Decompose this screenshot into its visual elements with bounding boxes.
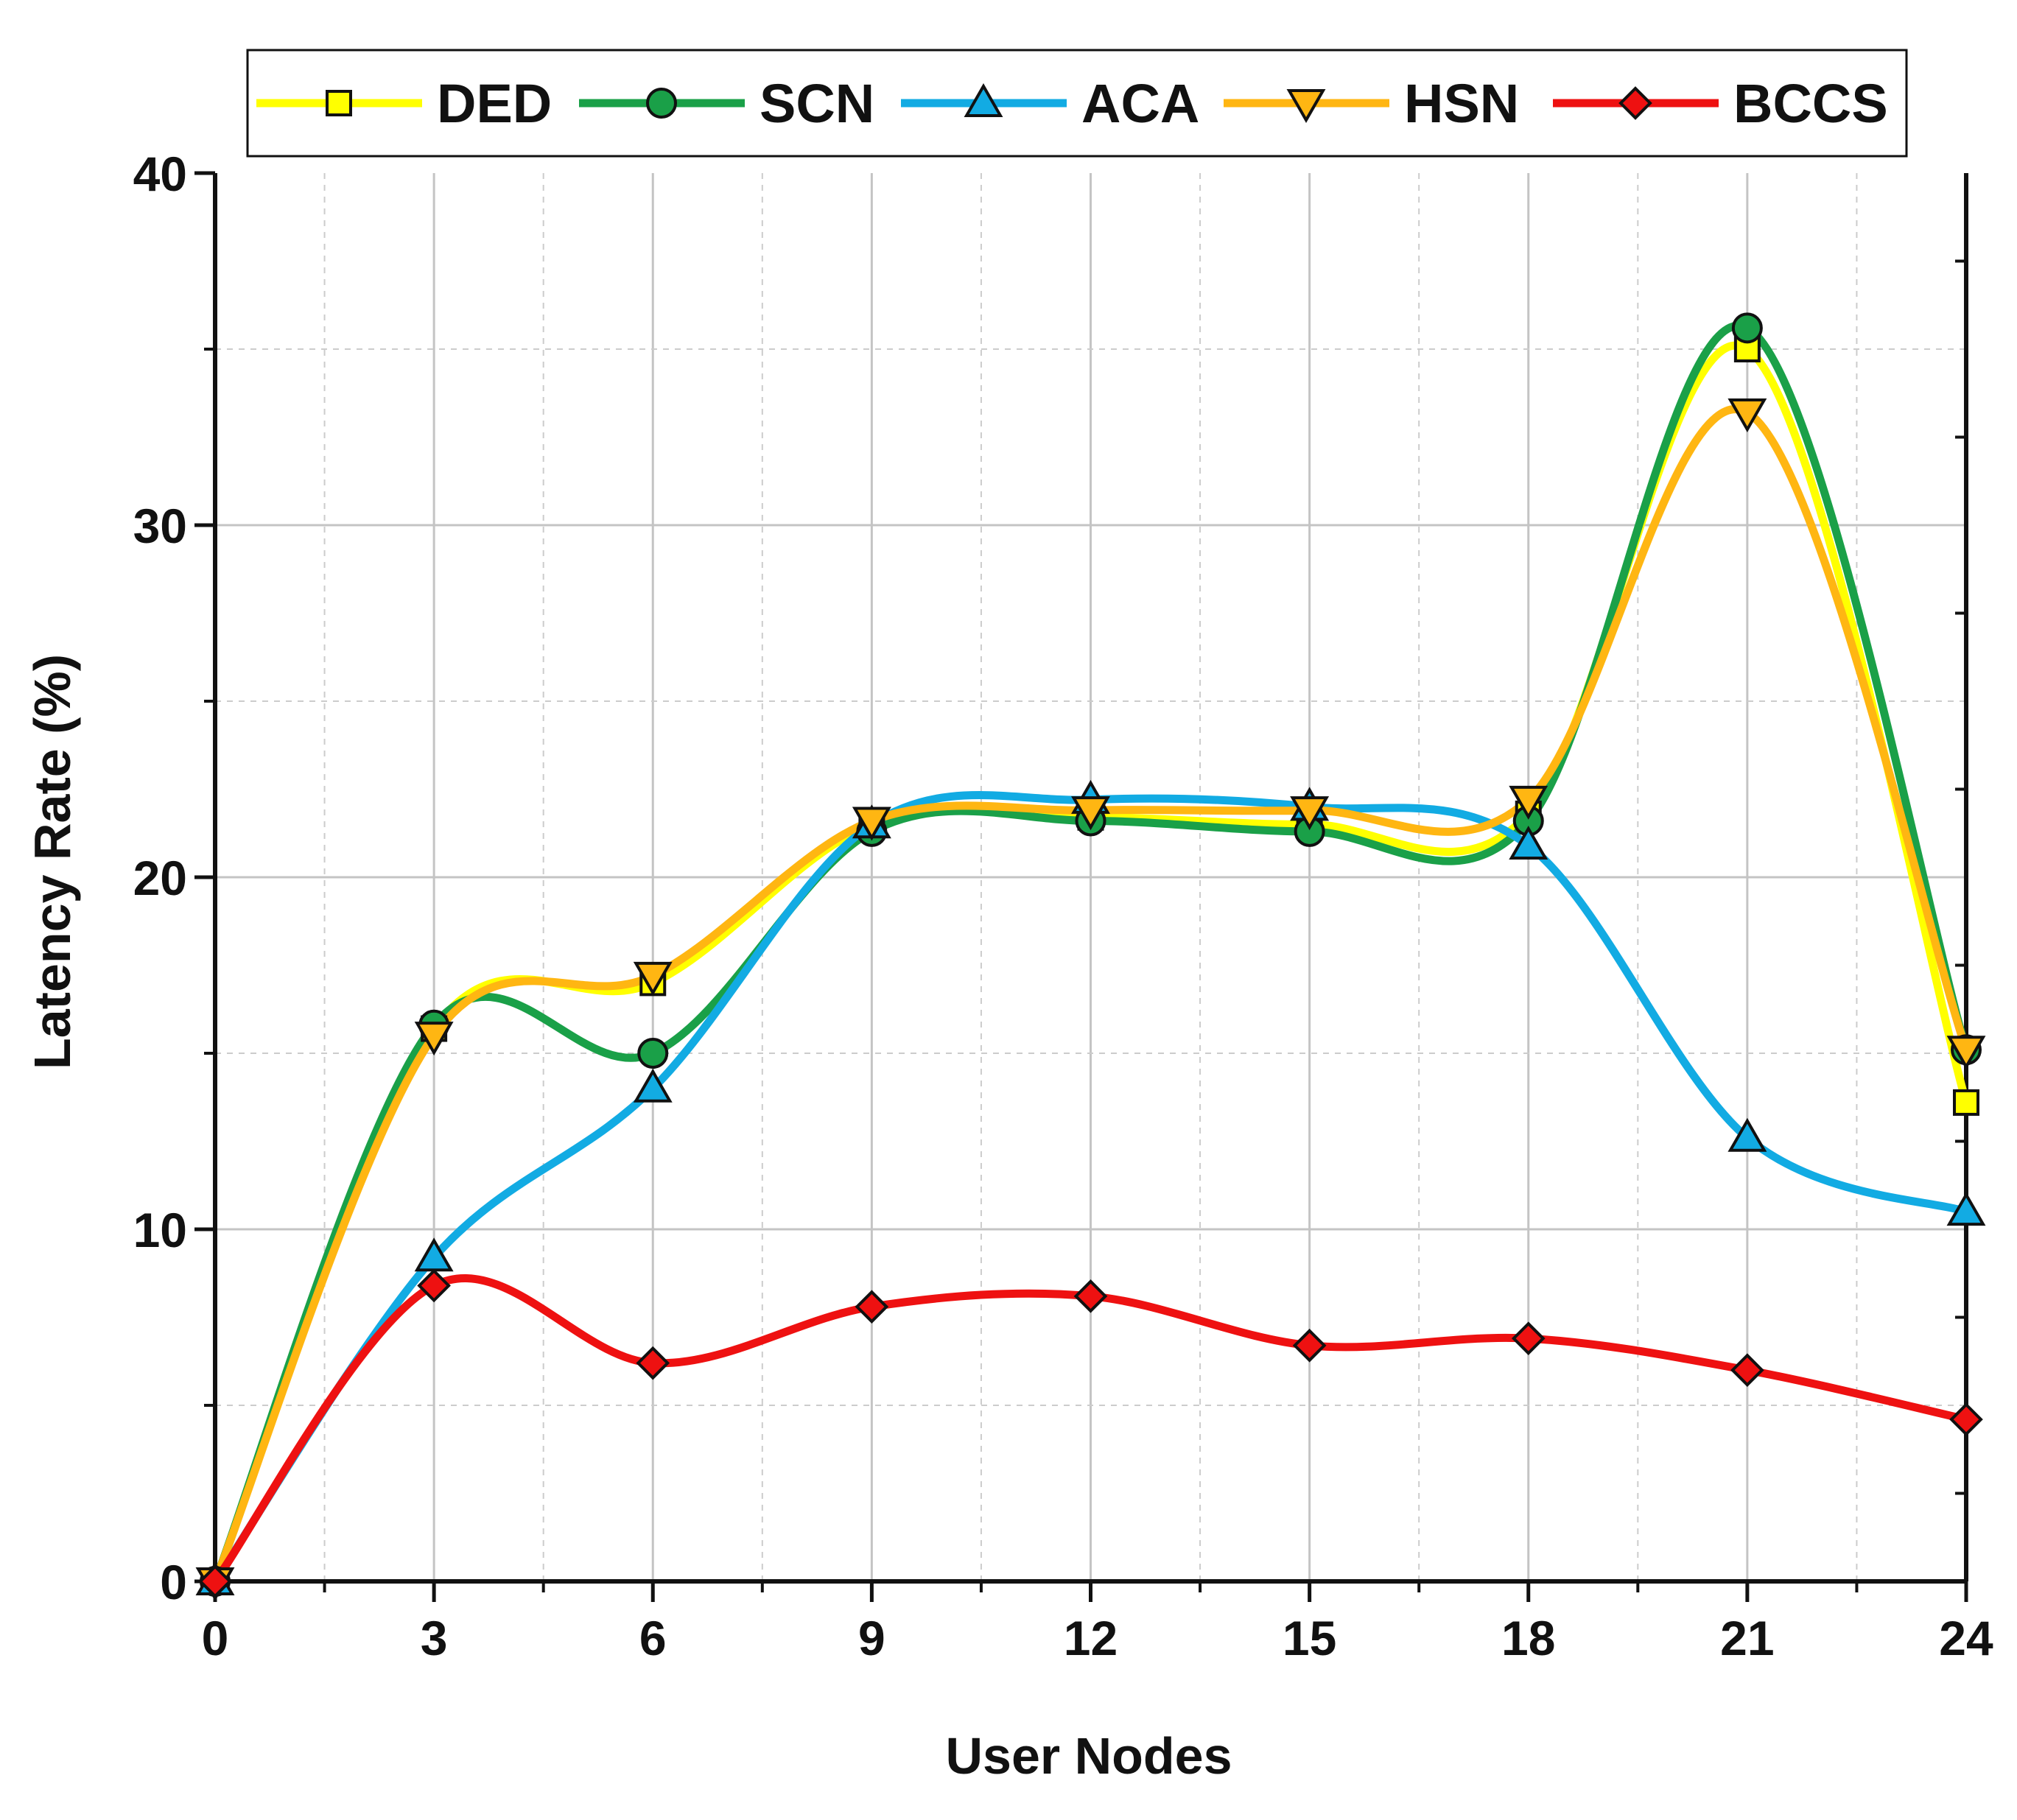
data-point-hsn — [414, 1022, 454, 1056]
data-point-aca — [633, 1068, 673, 1103]
markers-group — [195, 312, 1986, 1602]
x-tick-label: 0 — [202, 1611, 229, 1665]
x-tick-label: 24 — [1939, 1611, 1993, 1665]
series-line-aca — [211, 791, 1971, 1586]
y-tick-label: 30 — [133, 499, 187, 553]
x-axis-title: User Nodes — [945, 1727, 1232, 1785]
data-point-hsn — [1071, 796, 1110, 831]
legend-marker-ded — [326, 90, 352, 116]
y-tick-label: 40 — [133, 147, 187, 201]
data-point-aca — [1946, 1192, 1986, 1226]
legend-marker-bccs — [1618, 86, 1652, 120]
legend-label-bccs: BCCS — [1733, 73, 1888, 134]
data-point-hsn — [1946, 1036, 1986, 1070]
x-tick-label: 15 — [1283, 1611, 1336, 1665]
legend-marker-aca — [964, 82, 1003, 117]
legend-marker-scn — [646, 88, 677, 119]
data-point-bccs — [636, 1346, 670, 1380]
data-point-ded — [1953, 1089, 1979, 1116]
legend-marker-hsn — [1286, 89, 1326, 124]
data-point-bccs — [1292, 1328, 1327, 1363]
x-tick-label: 21 — [1720, 1611, 1774, 1665]
series-line-bccs — [211, 1274, 1971, 1586]
y-tick-label: 0 — [160, 1555, 187, 1609]
data-point-bccs — [1511, 1321, 1546, 1356]
y-tick-label: 20 — [133, 851, 187, 905]
x-tick-label: 3 — [421, 1611, 448, 1665]
data-point-hsn — [1290, 796, 1330, 831]
x-tick-label: 9 — [858, 1611, 885, 1665]
grid — [215, 173, 1966, 1581]
axes: 0 3 6 9 12 15 18 21 24 0 10 20 30 40 — [133, 147, 1993, 1665]
data-point-scn — [637, 1038, 669, 1069]
data-point-scn — [1731, 312, 1763, 344]
x-tick-label: 18 — [1501, 1611, 1555, 1665]
data-point-bccs — [198, 1564, 232, 1598]
data-point-aca — [1509, 825, 1548, 860]
data-point-bccs — [1073, 1279, 1108, 1313]
legend-label-aca: ACA — [1081, 73, 1199, 134]
x-tick-label: 12 — [1064, 1611, 1118, 1665]
y-axis-title: Latency Rate (%) — [24, 654, 81, 1069]
legend-label-hsn: HSN — [1404, 73, 1519, 134]
data-point-bccs — [1730, 1353, 1764, 1388]
data-point-hsn — [633, 961, 673, 996]
legend: DED SCN ACA HSN BCCS — [246, 49, 1908, 158]
data-point-aca — [1727, 1117, 1767, 1152]
data-point-hsn — [1727, 398, 1767, 433]
legend-label-ded: DED — [437, 73, 552, 134]
data-point-hsn — [1509, 785, 1548, 820]
data-point-bccs — [855, 1290, 889, 1324]
x-tick-label: 6 — [639, 1611, 667, 1665]
legend-label-scn: SCN — [760, 73, 874, 134]
data-point-hsn — [852, 807, 891, 841]
data-point-bccs — [1949, 1402, 1983, 1436]
data-point-bccs — [417, 1268, 451, 1303]
y-tick-label: 10 — [133, 1203, 187, 1257]
